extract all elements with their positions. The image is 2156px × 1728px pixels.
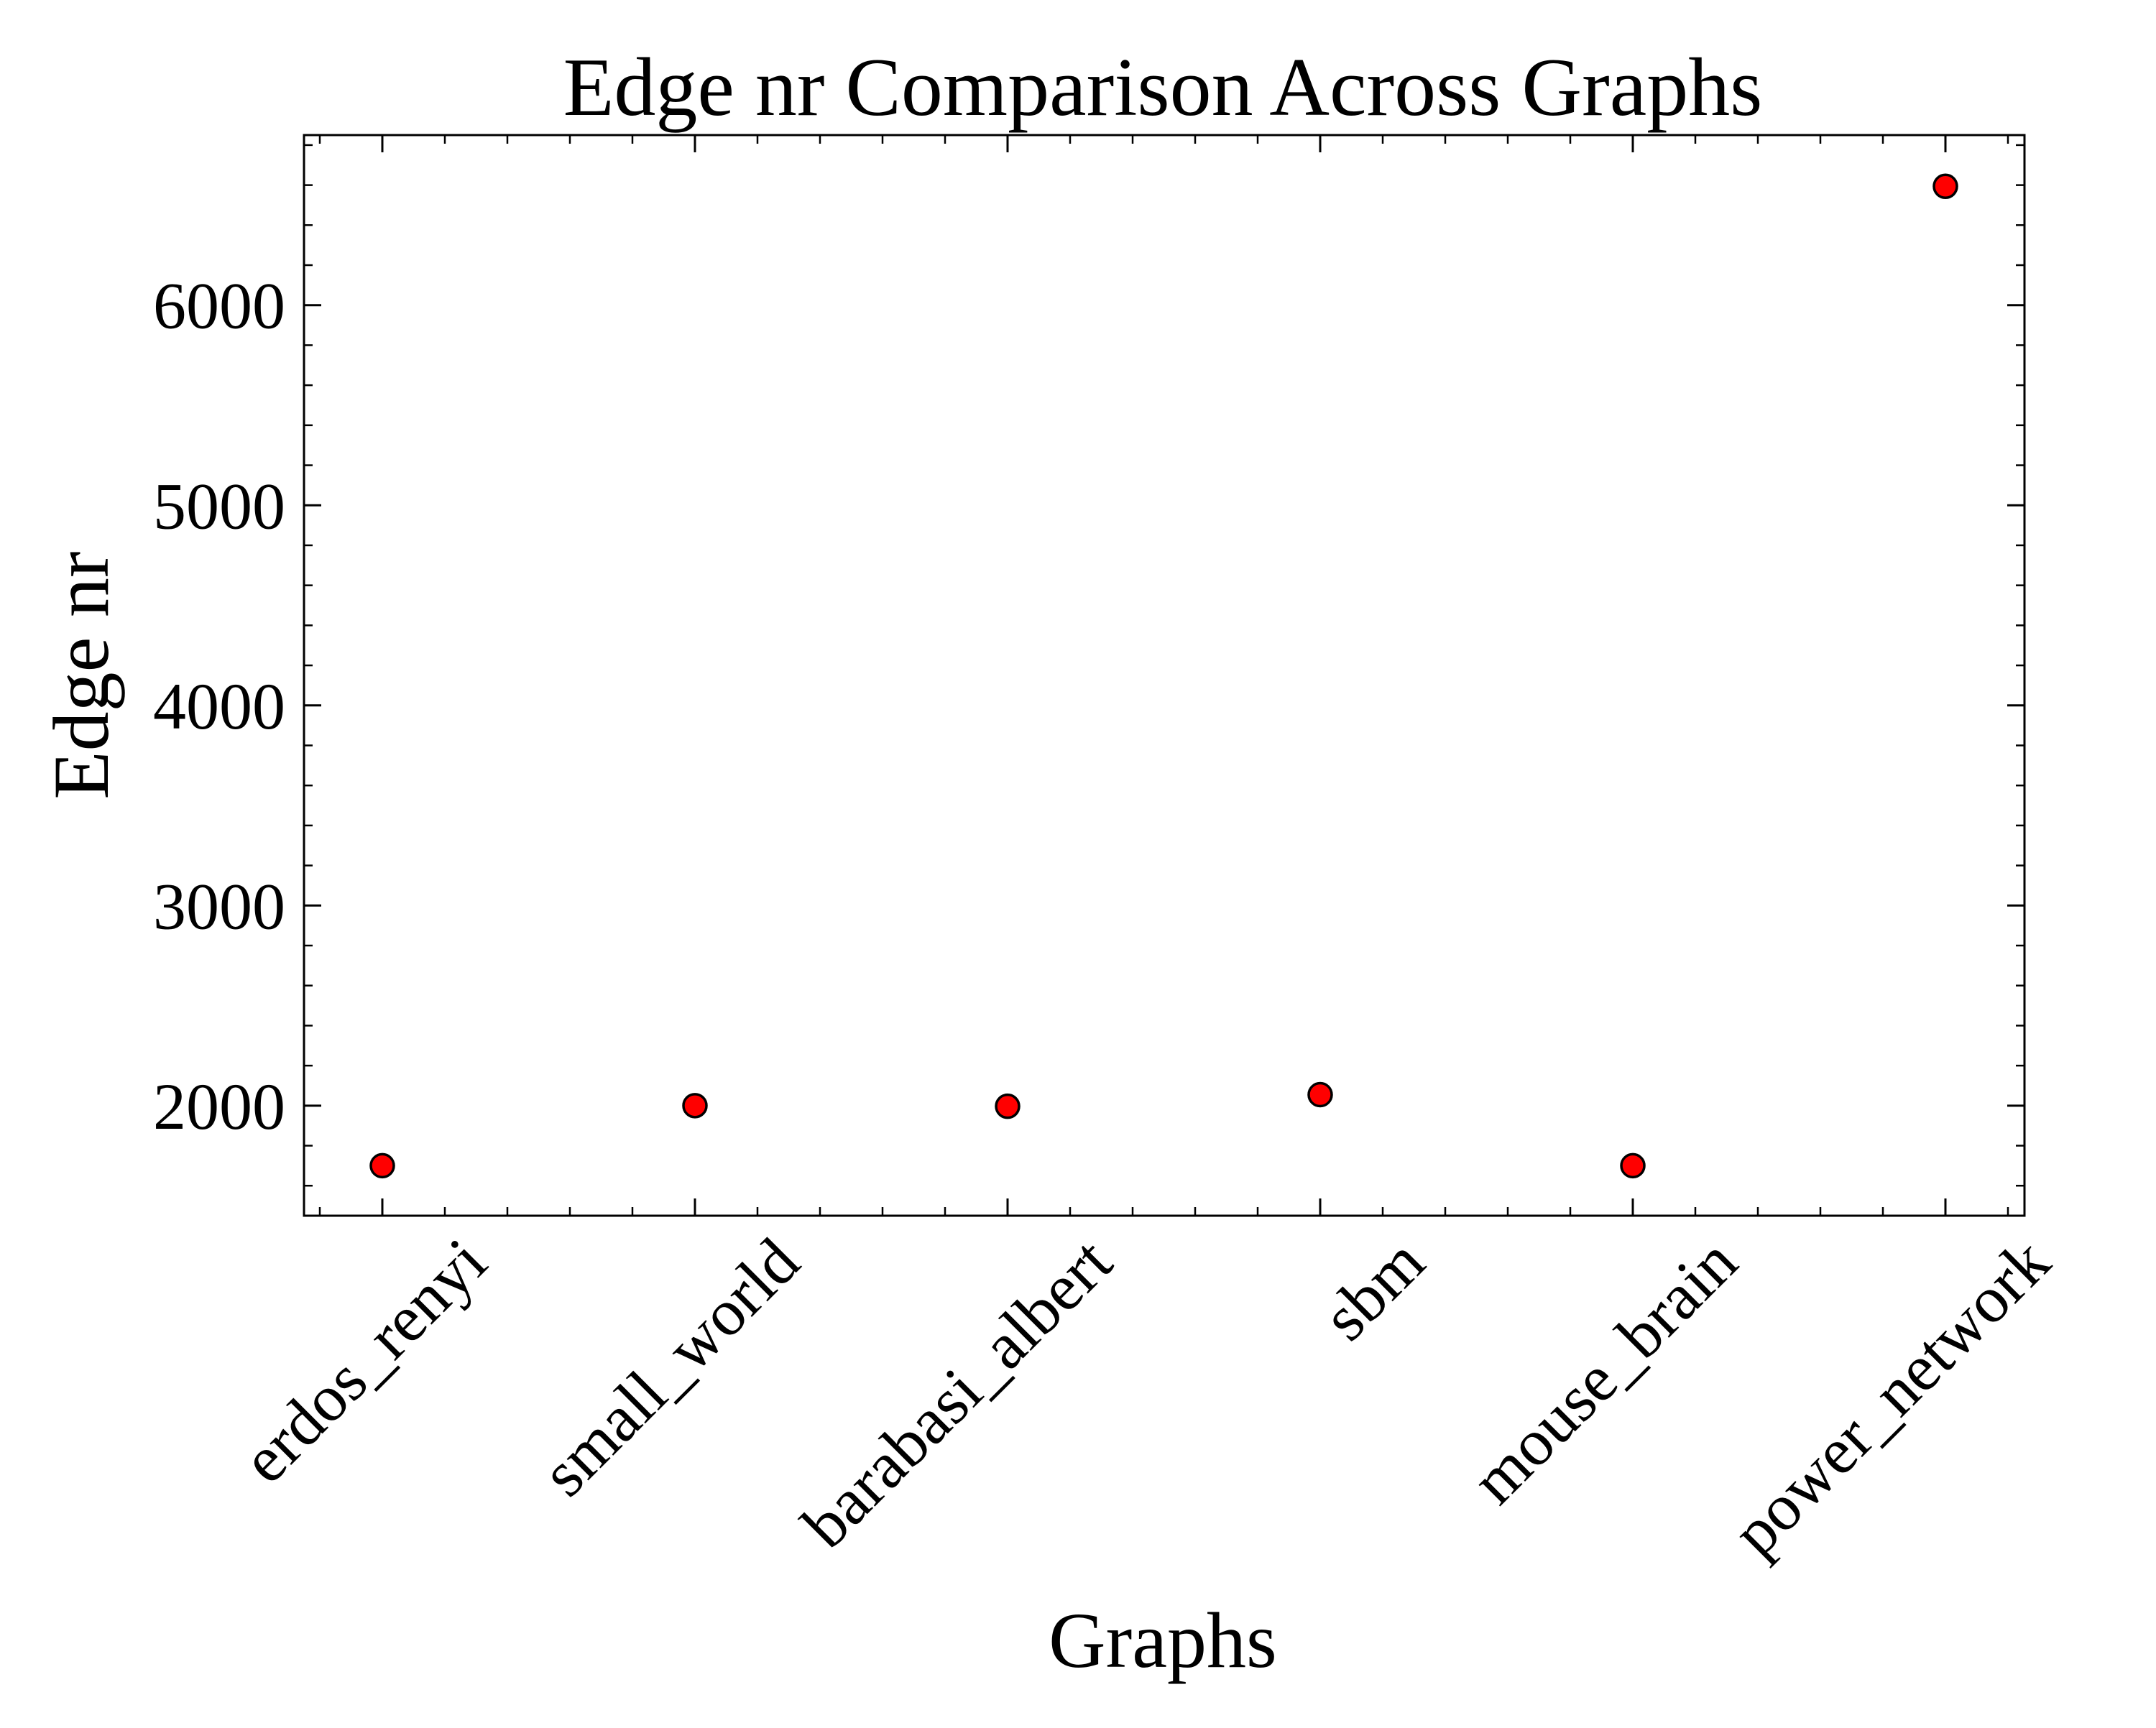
y-tick-label: 2000: [153, 1070, 285, 1143]
y-tick-label: 6000: [153, 269, 285, 343]
y-tick-label: 3000: [153, 869, 285, 943]
plot-area: 2000 3000 4000 5000 6000 erdos_renyi small_wor…: [153, 134, 2063, 1569]
x-tick-label: sbm: [1309, 1224, 1439, 1354]
x-tick-label: erdos_renyi: [228, 1224, 500, 1497]
x-axis-label: Graphs: [1049, 1597, 1277, 1684]
y-axis-label: Edge nr: [37, 551, 125, 799]
plot-frame: [303, 134, 2026, 1217]
x-tick-label: mouse_brain: [1457, 1224, 1751, 1517]
chart-title: Edge nr Comparison Across Graphs: [563, 42, 1763, 134]
y-tick-label: 4000: [153, 670, 285, 743]
data-point-erdos-renyi: [369, 1152, 395, 1179]
data-point-mouse-brain: [1620, 1152, 1646, 1179]
data-point-small-world: [682, 1093, 708, 1119]
x-tick-label: power_network: [1718, 1224, 2063, 1569]
x-tick-label: barabasi_albert: [788, 1224, 1126, 1562]
y-tick-label: 5000: [153, 469, 285, 542]
data-point-sbm: [1307, 1081, 1333, 1108]
x-tick-label: small_world: [528, 1224, 813, 1510]
data-point-barabasi-albert: [995, 1093, 1021, 1119]
data-point-power-network: [1932, 173, 1958, 200]
